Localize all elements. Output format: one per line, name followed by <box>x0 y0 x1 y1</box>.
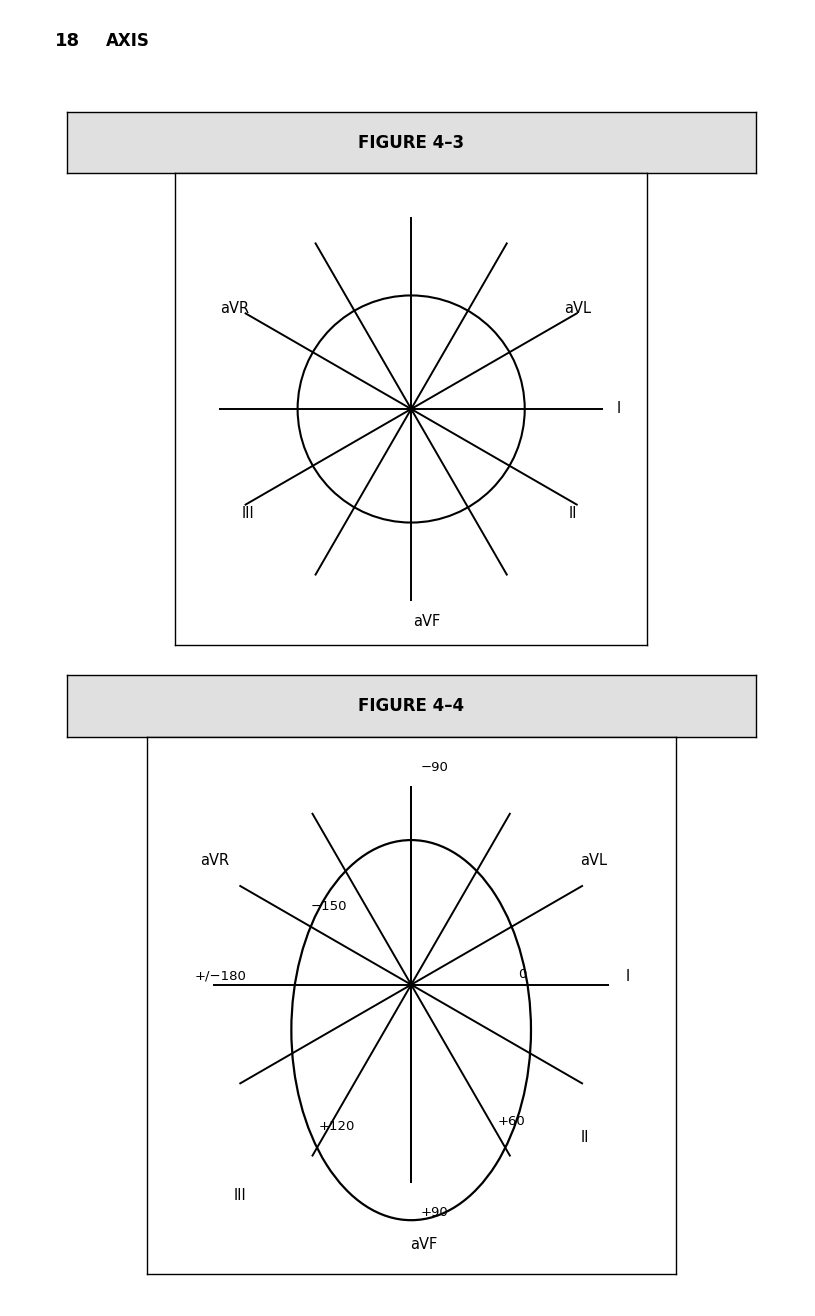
Text: aVF: aVF <box>413 615 441 629</box>
Text: +/−180: +/−180 <box>195 970 247 983</box>
Text: aVL: aVL <box>564 301 591 316</box>
Text: −150: −150 <box>311 900 347 913</box>
Text: III: III <box>233 1188 246 1203</box>
Text: +90: +90 <box>421 1207 449 1219</box>
Text: 18: 18 <box>55 32 81 50</box>
Text: II: II <box>568 507 577 521</box>
Text: I: I <box>616 401 621 416</box>
Text: FIGURE 4–3: FIGURE 4–3 <box>358 133 465 151</box>
Text: I: I <box>626 969 630 984</box>
Text: aVF: aVF <box>410 1237 437 1252</box>
Text: aVR: aVR <box>220 301 249 316</box>
Text: aVL: aVL <box>580 853 607 869</box>
Text: FIGURE 4–4: FIGURE 4–4 <box>358 697 465 715</box>
Text: III: III <box>241 507 254 521</box>
Text: AXIS: AXIS <box>106 32 150 50</box>
Text: 0: 0 <box>518 969 527 982</box>
Text: +60: +60 <box>498 1115 526 1128</box>
Text: II: II <box>580 1130 589 1145</box>
Text: −90: −90 <box>421 761 449 774</box>
Text: +120: +120 <box>319 1120 355 1133</box>
Text: aVR: aVR <box>200 853 229 869</box>
